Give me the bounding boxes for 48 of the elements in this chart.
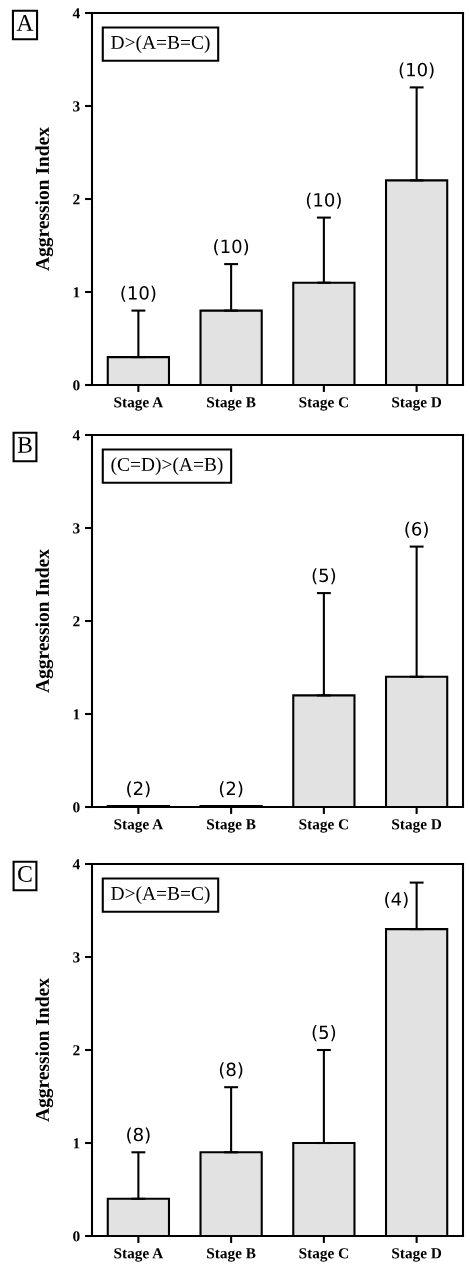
y-tick-label: 2	[73, 616, 80, 627]
annotation: D>(A=B=C)	[111, 35, 210, 53]
y-tick-label: 4	[72, 859, 80, 870]
x-tick-label: Stage A	[114, 819, 164, 833]
y-tick-label: 0	[73, 802, 80, 813]
y-tick-label: 0	[73, 380, 80, 391]
x-tick-label: Stage D	[392, 397, 442, 411]
annotation: (5)	[312, 1025, 336, 1042]
y-tick-label: 2	[73, 1045, 80, 1056]
y-tick-label: 1	[73, 709, 80, 720]
y-tick-label: 0	[73, 1231, 80, 1242]
y-tick-label: 1	[73, 1138, 80, 1149]
annotation: (8)	[219, 1062, 243, 1079]
x-tick-label: Stage C	[299, 1248, 348, 1262]
annotation: (2)	[127, 781, 150, 798]
chart-title: B	[17, 437, 32, 453]
annotation: (8)	[127, 1127, 150, 1144]
y-tick-label: 4	[72, 430, 80, 441]
annotation: (10)	[121, 285, 156, 302]
x-tick-label: Stage C	[299, 819, 348, 833]
annotation: (C=D)>(A=B)	[111, 457, 223, 475]
x-tick-label: Stage B	[207, 1248, 256, 1262]
annotation: (4)	[385, 891, 408, 908]
annotation: (10)	[214, 239, 249, 256]
x-tick-label: Stage B	[207, 397, 256, 411]
y-tick-label: 3	[73, 101, 80, 112]
y-axis-title: Aggression Index	[35, 127, 54, 271]
annotation: (10)	[306, 192, 341, 209]
annotation: (10)	[399, 62, 434, 79]
x-tick-label: Stage A	[114, 1248, 164, 1262]
x-tick-label: Stage C	[299, 397, 348, 411]
chart-title: C	[18, 866, 32, 882]
annotation: (5)	[312, 568, 336, 585]
y-tick-label: 3	[73, 523, 80, 534]
y-axis-title: Aggression Index	[35, 549, 54, 693]
y-tick-label: 2	[73, 194, 80, 205]
x-tick-label: Stage D	[392, 819, 442, 833]
y-tick-label: 1	[73, 287, 80, 298]
annotation: D>(A=B=C)	[111, 886, 210, 904]
x-tick-label: Stage B	[207, 819, 256, 833]
y-axis-title: Aggression Index	[35, 978, 54, 1122]
y-tick-label: 3	[73, 952, 80, 963]
x-tick-label: Stage D	[392, 1248, 442, 1262]
annotation: (2)	[219, 781, 243, 798]
chart-title: A	[16, 15, 34, 31]
y-tick-label: 4	[72, 8, 80, 19]
x-tick-label: Stage A	[114, 397, 164, 411]
annotation: (6)	[405, 521, 428, 538]
